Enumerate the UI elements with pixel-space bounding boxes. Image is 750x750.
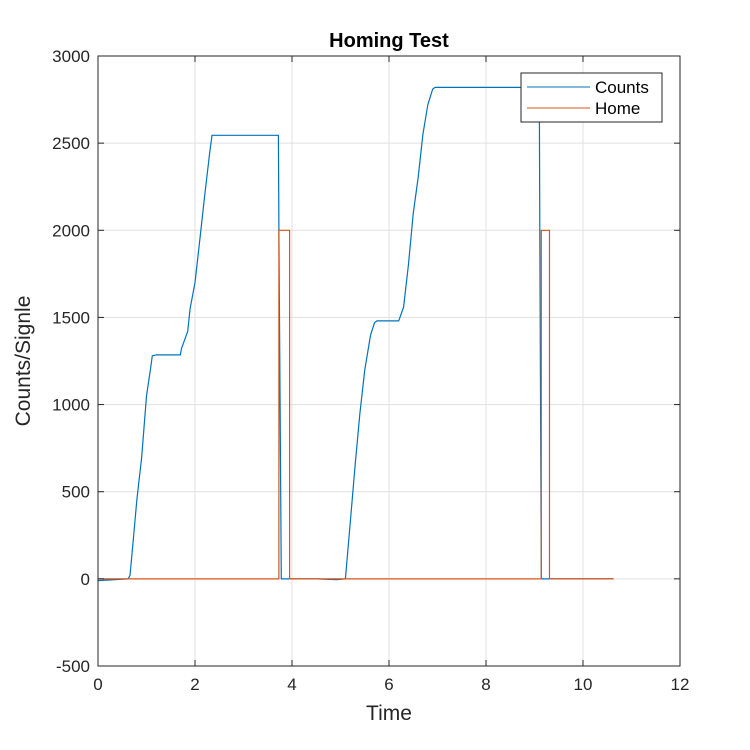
x-tick-label: 0 [93, 675, 102, 694]
y-tick-label: 1000 [52, 396, 90, 415]
y-tick-label: 2000 [52, 221, 90, 240]
y-tick-label: 1500 [52, 308, 90, 327]
x-tick-label: 12 [671, 675, 690, 694]
y-tick-label: -500 [56, 657, 90, 676]
x-tick-label: 8 [481, 675, 490, 694]
x-axis-label: Time [366, 702, 412, 725]
x-tick-label: 6 [384, 675, 393, 694]
x-tick-label: 2 [190, 675, 199, 694]
chart-title: Homing Test [329, 30, 449, 52]
legend-home-label: Home [595, 99, 640, 118]
x-tick-label: 4 [287, 675, 296, 694]
y-tick-label: 500 [62, 483, 90, 502]
y-tick-label: 2500 [52, 134, 90, 153]
legend: Counts Home [520, 72, 663, 123]
legend-box [520, 72, 663, 123]
y-tick-label: 0 [81, 570, 90, 589]
series-line-home [98, 229, 614, 580]
y-tick-label: 3000 [52, 47, 90, 66]
series-lines [97, 86, 614, 582]
y-axis-label: Counts/Signle [12, 296, 35, 427]
x-tick-label: 10 [574, 675, 593, 694]
legend-counts-label: Counts [595, 78, 649, 97]
